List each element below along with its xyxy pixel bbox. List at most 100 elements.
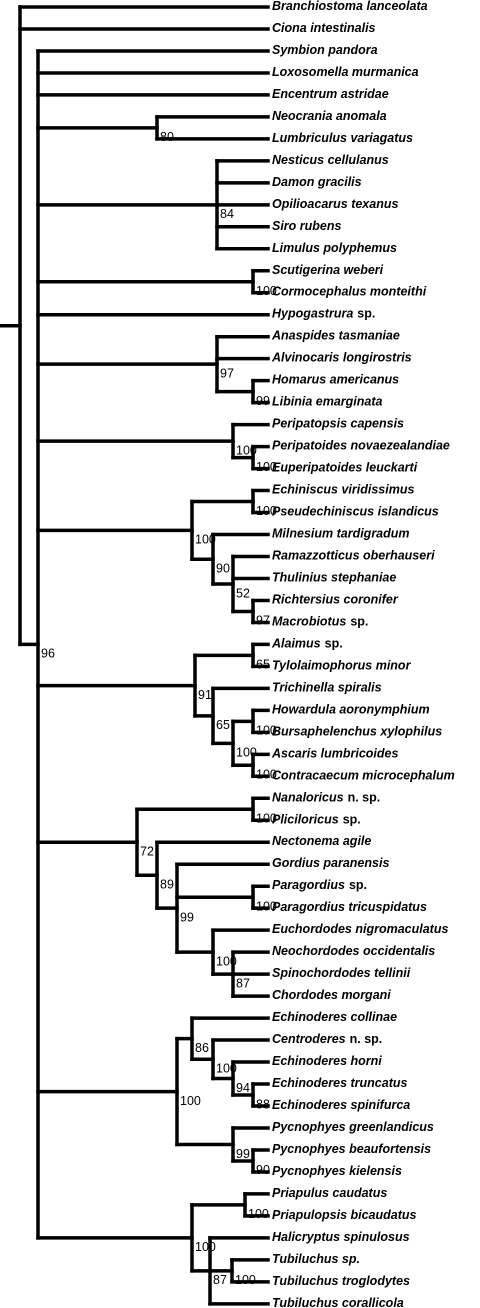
taxon-label: Opilioacarus texanus bbox=[272, 197, 398, 211]
taxon-name: Limulus polyphemus bbox=[272, 241, 397, 255]
taxon-name: Paragordius tricuspidatus bbox=[272, 900, 427, 914]
taxon-label: Tylolaimophorus minor bbox=[272, 659, 412, 673]
support-value: 86 bbox=[195, 1041, 209, 1055]
taxon-qualifier: sp. bbox=[343, 813, 361, 827]
taxon-label: Hypogastrura sp. bbox=[272, 307, 375, 321]
taxon-name: Tubiluchus sp. bbox=[272, 1252, 360, 1266]
taxon-label: Neocrania anomala bbox=[272, 109, 387, 123]
support-value: 87 bbox=[236, 976, 250, 990]
taxon-label: Lumbriculus variagatus bbox=[272, 131, 413, 145]
taxon-name: Scutigerina weberi bbox=[272, 263, 384, 277]
taxon-name: Pycnophyes greenlandicus bbox=[272, 1120, 434, 1134]
taxon-name: Nanaloricus bbox=[272, 791, 344, 805]
taxon-label: Priapulus caudatus bbox=[272, 1186, 387, 1200]
support-value: 94 bbox=[236, 1081, 250, 1095]
taxon-label: Spinochordodes tellinii bbox=[272, 966, 411, 980]
taxon-name: Symbion pandora bbox=[272, 43, 378, 57]
taxon-label: Contracaecum microcephalum bbox=[272, 769, 455, 783]
taxon-label: Branchiostoma lanceolata bbox=[272, 0, 428, 13]
taxon-name: Alaimus bbox=[271, 637, 321, 651]
taxon-label: Echinoderes truncatus bbox=[272, 1076, 407, 1090]
taxon-name: Siro rubens bbox=[272, 219, 342, 233]
taxon-name: Neocrania anomala bbox=[272, 109, 387, 123]
taxon-label: Halicryptus spinulosus bbox=[272, 1230, 410, 1244]
taxon-name: Euperipatoides leuckarti bbox=[272, 461, 418, 475]
taxon-label: Pseudechiniscus islandicus bbox=[272, 505, 439, 519]
support-value: 52 bbox=[236, 586, 250, 600]
support-value: 100 bbox=[248, 1207, 269, 1221]
support-value: 99 bbox=[236, 1147, 250, 1161]
taxon-label: Ramazzotticus oberhauseri bbox=[272, 549, 435, 563]
taxon-label: Tubiluchus sp. bbox=[272, 1252, 360, 1266]
taxon-name: Nesticus cellulanus bbox=[272, 153, 389, 167]
taxon-qualifier: sp. bbox=[325, 637, 343, 651]
taxon-label: Euchordodes nigromaculatus bbox=[272, 922, 448, 936]
taxon-label: Howardula aoronymphium bbox=[272, 703, 430, 717]
support-value: 100 bbox=[256, 899, 277, 913]
taxon-label: Echinoderes spinifurca bbox=[272, 1098, 410, 1112]
taxon-label: Limulus polyphemus bbox=[272, 241, 397, 255]
taxon-name: Echiniscus viridissimus bbox=[272, 483, 414, 497]
taxon-name: Opilioacarus texanus bbox=[272, 197, 398, 211]
taxon-label: Nectonema agile bbox=[272, 835, 371, 849]
taxon-label: Pycnophyes kielensis bbox=[272, 1164, 402, 1178]
support-value: 100 bbox=[195, 1240, 216, 1254]
taxon-label: Echiniscus viridissimus bbox=[272, 483, 414, 497]
support-value: 100 bbox=[195, 533, 216, 547]
taxon-name: Howardula aoronymphium bbox=[272, 703, 430, 717]
taxon-qualifier: sp. bbox=[350, 615, 368, 629]
taxon-name: Peripatopsis capensis bbox=[272, 417, 404, 431]
taxon-name: Priapulopsis bicaudatus bbox=[272, 1208, 417, 1222]
taxon-name: Pycnophyes kielensis bbox=[272, 1164, 402, 1178]
support-value: 84 bbox=[220, 207, 234, 221]
taxon-name: Macrobiotus bbox=[272, 615, 346, 629]
taxon-name: Paragordius bbox=[272, 878, 345, 892]
taxon-name: Libinia emarginata bbox=[272, 395, 382, 409]
taxon-label: Ciona intestinalis bbox=[272, 21, 376, 35]
taxon-name: Tylolaimophorus minor bbox=[272, 659, 412, 673]
taxon-name: Spinochordodes tellinii bbox=[272, 966, 411, 980]
support-value: 97 bbox=[220, 366, 234, 380]
taxon-qualifier: n. sp. bbox=[348, 791, 381, 805]
taxon-label: Tubiluchus corallicola bbox=[272, 1296, 404, 1308]
taxon-label: Libinia emarginata bbox=[272, 395, 382, 409]
support-value: 100 bbox=[256, 812, 277, 826]
support-value: 72 bbox=[140, 845, 154, 859]
taxon-name: Echinoderes collinae bbox=[272, 1010, 397, 1024]
taxon-label: Trichinella spiralis bbox=[272, 681, 382, 695]
taxon-name: Loxosomella murmanica bbox=[272, 65, 419, 79]
support-value: 100 bbox=[256, 768, 277, 782]
taxon-name: Nectonema agile bbox=[272, 835, 371, 849]
taxon-label: Ascaris lumbricoides bbox=[271, 747, 398, 761]
taxon-name: Trichinella spiralis bbox=[272, 681, 382, 695]
taxon-name: Cormocephalus monteithi bbox=[272, 285, 427, 299]
taxon-name: Encentrum astridae bbox=[272, 87, 389, 101]
support-value: 100 bbox=[236, 746, 257, 760]
taxon-name: Bursaphelenchus xylophilus bbox=[272, 725, 442, 739]
taxon-name: Halicryptus spinulosus bbox=[272, 1230, 410, 1244]
taxon-name: Damon gracilis bbox=[272, 175, 362, 189]
taxon-label: Peripatopsis capensis bbox=[272, 417, 404, 431]
taxon-label: Tubiluchus troglodytes bbox=[272, 1274, 410, 1288]
taxon-label: Peripatoides novaezealandiae bbox=[272, 439, 450, 453]
taxon-name: Centroderes bbox=[272, 1032, 346, 1046]
taxon-name: Tubiluchus troglodytes bbox=[272, 1274, 410, 1288]
taxon-name: Ciona intestinalis bbox=[272, 21, 376, 35]
taxon-name: Homarus americanus bbox=[272, 373, 399, 387]
support-value: 100 bbox=[256, 724, 277, 738]
taxon-label: Chordodes morgani bbox=[272, 988, 391, 1002]
support-value: 99 bbox=[180, 910, 194, 924]
taxon-label: Echinoderes horni bbox=[272, 1054, 382, 1068]
taxon-label: Damon gracilis bbox=[272, 175, 362, 189]
taxon-name: Gordius paranensis bbox=[272, 857, 389, 871]
taxon-qualifier: sp. bbox=[357, 307, 375, 321]
support-value: 80 bbox=[160, 130, 174, 144]
taxon-name: Alvinocaris longirostris bbox=[271, 351, 412, 365]
taxon-name: Branchiostoma lanceolata bbox=[272, 0, 428, 13]
taxon-label: Alvinocaris longirostris bbox=[271, 351, 412, 365]
taxon-label: Macrobiotus sp. bbox=[272, 615, 368, 629]
taxon-label: Scutigerina weberi bbox=[272, 263, 384, 277]
taxon-name: Hypogastrura bbox=[272, 307, 353, 321]
taxon-label: Siro rubens bbox=[272, 219, 342, 233]
